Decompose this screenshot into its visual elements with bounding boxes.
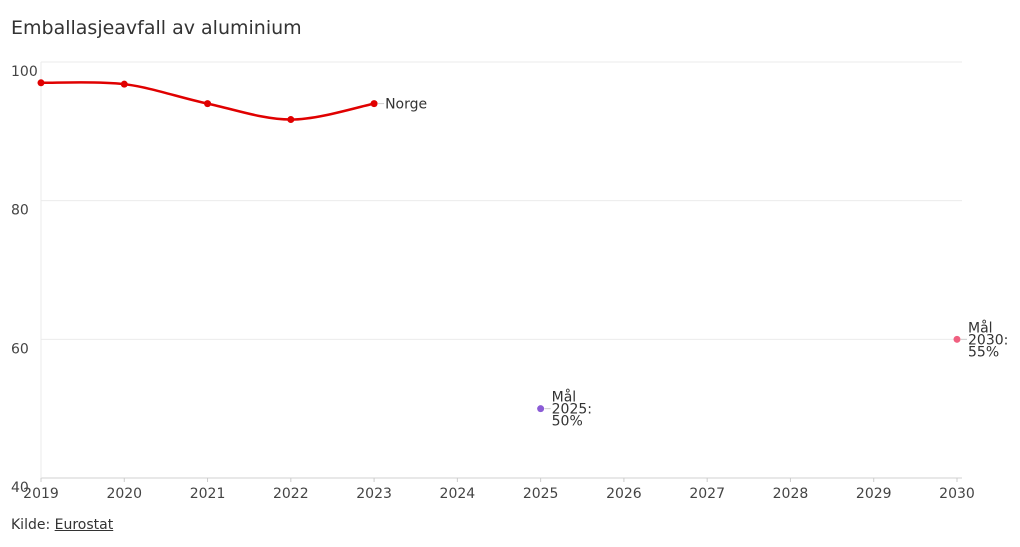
x-axis-ticks: 2019 2020 2021 2022 2023 2024 2025 2026 2027 2028…: [23, 478, 975, 502]
data-point: [204, 100, 212, 108]
x-tick-label: 2029: [856, 486, 892, 502]
target-point: [953, 335, 961, 343]
source-prefix: Kilde:: [11, 517, 55, 533]
data-point: [370, 100, 378, 108]
x-tick-label: 2027: [689, 486, 725, 502]
x-tick-label: 2028: [773, 486, 809, 502]
x-tick-label: 2030: [939, 486, 975, 502]
target-label: 50%: [552, 414, 583, 430]
series-label: Norge: [385, 97, 427, 113]
x-tick-label: 2025: [523, 486, 559, 502]
series-layer: Norge: [37, 79, 427, 124]
data-point: [120, 80, 128, 88]
data-point: [287, 116, 295, 124]
source-link[interactable]: Eurostat: [54, 517, 114, 533]
target-label: 2025:: [552, 402, 592, 418]
chart-title: Emballasjeavfall av aluminium: [11, 17, 302, 39]
x-tick-label: 2020: [106, 486, 142, 502]
x-tick-label: 2026: [606, 486, 642, 502]
x-tick-label: 2019: [23, 486, 59, 502]
y-tick-label: 80: [11, 203, 29, 219]
y-tick-label: 60: [11, 341, 29, 357]
y-axis-ticks: 40 60 80 100: [11, 64, 38, 496]
target-label: 2030:: [968, 332, 1008, 348]
gridlines: [40, 61, 962, 479]
target-label: Mål: [552, 389, 577, 406]
target-label: 55%: [968, 344, 999, 360]
x-tick-label: 2021: [190, 486, 226, 502]
x-tick-label: 2023: [356, 486, 392, 502]
x-tick-label: 2024: [440, 486, 476, 502]
x-tick-label: 2022: [273, 486, 309, 502]
y-tick-label: 40: [11, 480, 29, 496]
y-tick-label: 100: [11, 64, 38, 80]
target-point: [537, 405, 545, 413]
target-label: Mål: [968, 319, 993, 336]
data-point: [37, 79, 45, 87]
source-note: Kilde: Eurostat: [11, 517, 113, 533]
